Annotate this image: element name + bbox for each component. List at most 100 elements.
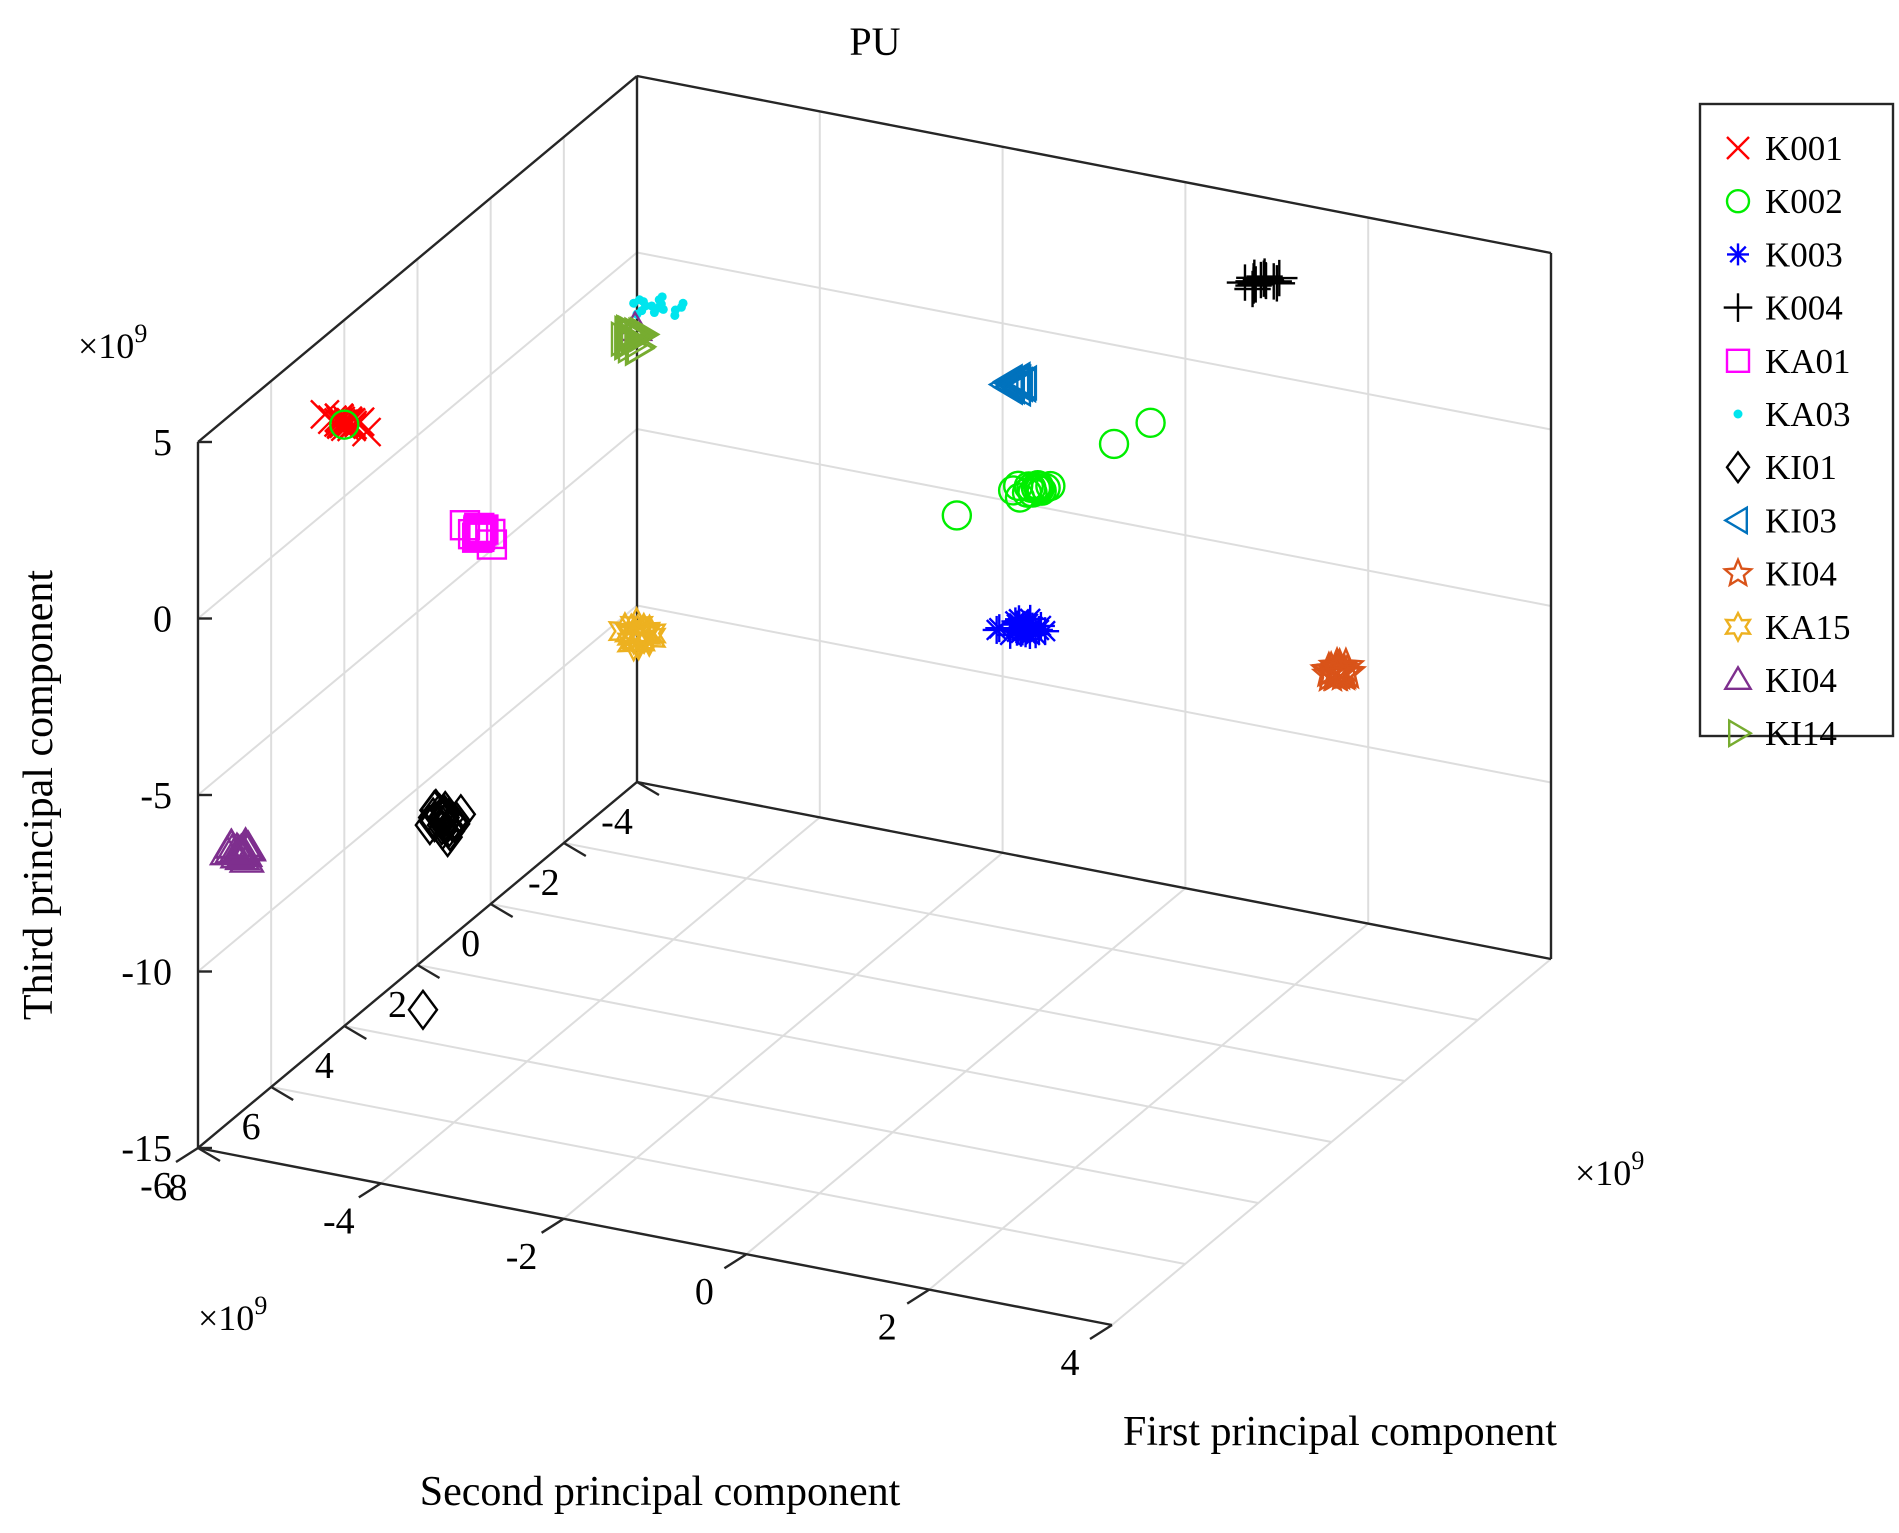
legend-marker: [1722, 505, 1749, 536]
data-point: [1098, 428, 1130, 460]
y-tick-mark: [270, 1085, 294, 1102]
data-point: [1017, 477, 1048, 508]
y-tick-mark: [343, 1024, 367, 1041]
grid-lines: [197, 75, 1552, 1326]
data-point: [658, 304, 668, 314]
data-point: [670, 310, 680, 320]
axes-box: [196, 74, 1553, 1327]
series-ki04-8: [1309, 645, 1368, 692]
y-tick-label: 8: [169, 1167, 188, 1209]
data-point: [997, 475, 1029, 506]
gridline: [490, 903, 1405, 1082]
gridline: [197, 428, 638, 796]
data-point: [1030, 472, 1061, 504]
data-point: [1008, 616, 1037, 645]
legend-label: KA03: [1765, 395, 1851, 434]
x-tick-label: -4: [323, 1200, 355, 1242]
data-point: [418, 801, 450, 844]
data-point: [457, 518, 489, 550]
z-tick-label: -15: [121, 1128, 172, 1170]
series-ka01-4: [449, 510, 508, 560]
legend-marker: [1725, 188, 1751, 214]
data-point: [985, 614, 1014, 643]
data-point: [407, 988, 439, 1031]
legend-label: KI03: [1765, 501, 1837, 540]
data-point: [429, 796, 461, 839]
series-k004-3: [1226, 258, 1298, 308]
y-tick-mark: [636, 780, 660, 797]
z-tick-label: -10: [121, 952, 172, 994]
data-point: [616, 615, 652, 656]
x-tick-label: 0: [695, 1271, 714, 1313]
legend-label: KA01: [1765, 342, 1851, 381]
y-tick-label: -4: [601, 801, 633, 843]
x-tick-label: -6: [140, 1165, 172, 1207]
x-tick-label: -2: [506, 1236, 538, 1278]
data-points: [208, 258, 1368, 1031]
legend-marker: [1721, 556, 1755, 588]
gridline: [636, 251, 1552, 431]
data-point: [418, 789, 450, 832]
axis-edge: [197, 75, 638, 443]
z-tick-label: -5: [140, 775, 172, 817]
legend-marker: [1733, 409, 1743, 419]
series-ki14-11: [610, 314, 661, 367]
data-point: [999, 361, 1031, 398]
legend-marker: [1727, 718, 1754, 748]
data-point: [336, 412, 367, 442]
x-tick-mark: [723, 1253, 748, 1270]
z-exponent-label: ×109: [78, 319, 147, 366]
legend-label: K001: [1765, 129, 1843, 168]
series-ka15-9: [607, 605, 667, 663]
y-tick-label: 2: [388, 984, 407, 1026]
data-point: [1242, 261, 1280, 299]
gridline: [197, 251, 638, 620]
gridline: [197, 604, 638, 973]
y-axis-label: Second principal component: [420, 1469, 901, 1515]
legend-label: KI14: [1765, 714, 1837, 753]
axis-tick-labels: -6 -4 -2 0 2 4 -4 -2 0 2 4 6 8-15 -10 -5 0 5: [121, 422, 1079, 1384]
data-point: [624, 316, 656, 353]
data-point: [657, 292, 667, 302]
x-tick-mark: [358, 1182, 382, 1199]
x-tick-label: 2: [878, 1307, 897, 1349]
data-point: [1246, 258, 1283, 295]
z-tick-label: 5: [153, 422, 172, 464]
legend-label: KA15: [1765, 608, 1851, 647]
y-tick-mark: [416, 963, 441, 980]
legend-label: KI04: [1765, 661, 1837, 700]
legend: K001 K002 K003 K004 KA01 KA03 KI01 KI03 KI04 KA15…: [1698, 102, 1895, 753]
legend-label: K002: [1765, 182, 1843, 221]
data-point: [1319, 648, 1360, 686]
z-tick-label: 0: [153, 599, 172, 641]
series-ka03-5: [629, 292, 688, 320]
data-point: [417, 796, 449, 839]
data-point: [941, 500, 973, 531]
data-point: [1320, 646, 1360, 685]
y-tick-mark: [197, 1146, 221, 1163]
legend-marker: [1723, 664, 1753, 690]
data-point: [426, 798, 458, 841]
legend-marker: [1726, 136, 1750, 160]
gridline: [417, 964, 1332, 1143]
x-tick-mark: [540, 1217, 565, 1234]
gridline: [270, 1086, 1186, 1265]
data-point: [649, 308, 659, 318]
series-k003-2: [982, 604, 1060, 649]
series-k002-1: [329, 407, 1166, 531]
series-ki03-7: [987, 361, 1038, 408]
data-point: [641, 301, 651, 311]
series-ki04-10: [208, 310, 654, 873]
y-tick-label: -2: [528, 862, 560, 904]
x-exponent-label: ×109: [1575, 1146, 1644, 1193]
gridline: [344, 1025, 1259, 1204]
data-point: [678, 298, 688, 308]
series-ki01-6: [407, 788, 477, 1031]
x-tick-label: 4: [1061, 1342, 1080, 1384]
y-exponent-label: ×109: [198, 1291, 267, 1338]
legend-label: K004: [1765, 289, 1843, 328]
y-tick-mark: [490, 902, 514, 919]
legend-marker: [1723, 293, 1753, 322]
axis-edge: [197, 1146, 1113, 1327]
